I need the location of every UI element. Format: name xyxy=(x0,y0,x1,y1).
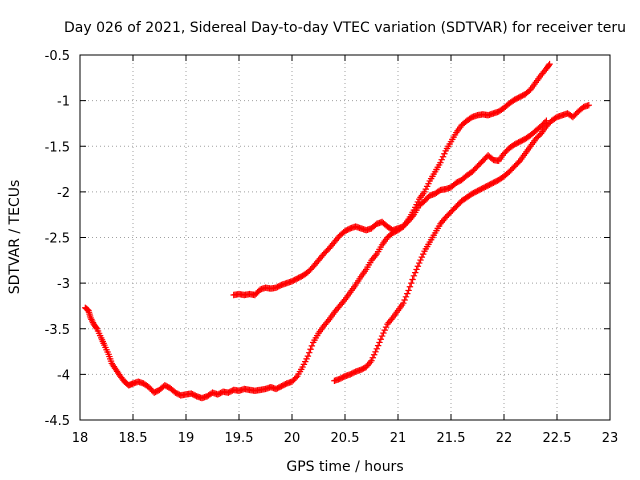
y-tick-label: -0.5 xyxy=(45,49,70,64)
data-point xyxy=(546,60,553,68)
x-tick-label: 22.5 xyxy=(543,431,572,446)
data-point xyxy=(373,345,380,353)
data-point xyxy=(304,352,312,360)
data-point xyxy=(368,357,375,364)
data-point xyxy=(372,348,379,355)
y-tick-label: -1.5 xyxy=(45,140,70,155)
data-point xyxy=(410,272,418,280)
y-tick-label: -1 xyxy=(57,95,70,110)
data-point xyxy=(419,250,427,258)
data-point xyxy=(92,324,100,331)
data-point xyxy=(437,159,444,166)
data-point xyxy=(409,276,416,283)
data-point xyxy=(438,156,445,163)
x-axis-label: GPS time / hours xyxy=(286,459,403,475)
y-tick-label: -3.5 xyxy=(45,323,70,338)
data-point xyxy=(308,342,316,350)
x-tick-label: 19 xyxy=(178,431,195,446)
data-point xyxy=(425,180,432,187)
data-point xyxy=(378,332,386,340)
x-tick-label: 18 xyxy=(72,431,89,446)
y-axis-label: SDTVAR / TECUs xyxy=(7,180,23,295)
data-point xyxy=(307,346,314,353)
x-tick-label: 20 xyxy=(284,431,301,446)
data-point xyxy=(423,183,431,190)
data-point xyxy=(585,101,592,109)
y-tick-label: -4.5 xyxy=(45,414,70,429)
y-tick-label: -4 xyxy=(57,368,70,383)
y-tick-label: -2.5 xyxy=(45,232,70,247)
data-point xyxy=(441,150,448,157)
data-point xyxy=(405,287,412,294)
data-point xyxy=(370,351,378,358)
x-tick-label: 20.5 xyxy=(331,431,360,446)
data-point xyxy=(299,363,306,371)
data-point xyxy=(545,62,552,69)
data-point xyxy=(422,185,430,193)
data-point xyxy=(382,323,390,331)
data-point xyxy=(406,283,414,290)
data-point xyxy=(413,201,420,208)
axis-ticks: 18 18.5 19 19.5 20 20.5 21 21.5 22 22.5 23 -0.5 -1 -1… xyxy=(45,49,619,446)
data-point xyxy=(408,279,415,287)
x-tick-label: 18.5 xyxy=(119,431,148,446)
y-tick-label: -3 xyxy=(57,277,70,292)
data-point xyxy=(292,374,300,381)
y-tick-label: -2 xyxy=(57,186,70,201)
data-point xyxy=(413,266,420,273)
chart-title: Day 026 of 2021, Sidereal Day-to-day VTE… xyxy=(64,20,626,36)
data-point xyxy=(376,339,383,346)
data-point xyxy=(381,326,388,334)
data-marks xyxy=(82,60,592,402)
data-point xyxy=(401,296,408,304)
data-point xyxy=(369,354,377,361)
data-point xyxy=(414,263,422,270)
data-point xyxy=(416,259,423,267)
grid xyxy=(80,55,610,420)
data-point xyxy=(412,269,419,276)
x-tick-label: 21 xyxy=(390,431,407,446)
data-point xyxy=(439,153,447,160)
data-point xyxy=(377,336,384,343)
data-point xyxy=(303,355,310,363)
data-point xyxy=(302,358,309,365)
data-point xyxy=(417,256,424,264)
data-point xyxy=(300,361,308,368)
x-tick-label: 22 xyxy=(496,431,513,446)
data-point xyxy=(380,329,387,337)
data-point xyxy=(374,342,382,349)
data-point xyxy=(404,290,411,297)
x-tick-label: 23 xyxy=(602,431,619,446)
data-point xyxy=(412,204,419,211)
x-tick-label: 21.5 xyxy=(437,431,466,446)
data-point xyxy=(421,188,428,196)
data-point xyxy=(418,253,426,261)
data-point xyxy=(402,293,410,301)
data-point xyxy=(306,349,313,356)
data-point xyxy=(414,198,422,206)
x-tick-label: 19.5 xyxy=(225,431,254,446)
data-point xyxy=(400,300,407,307)
data-point xyxy=(410,206,418,214)
